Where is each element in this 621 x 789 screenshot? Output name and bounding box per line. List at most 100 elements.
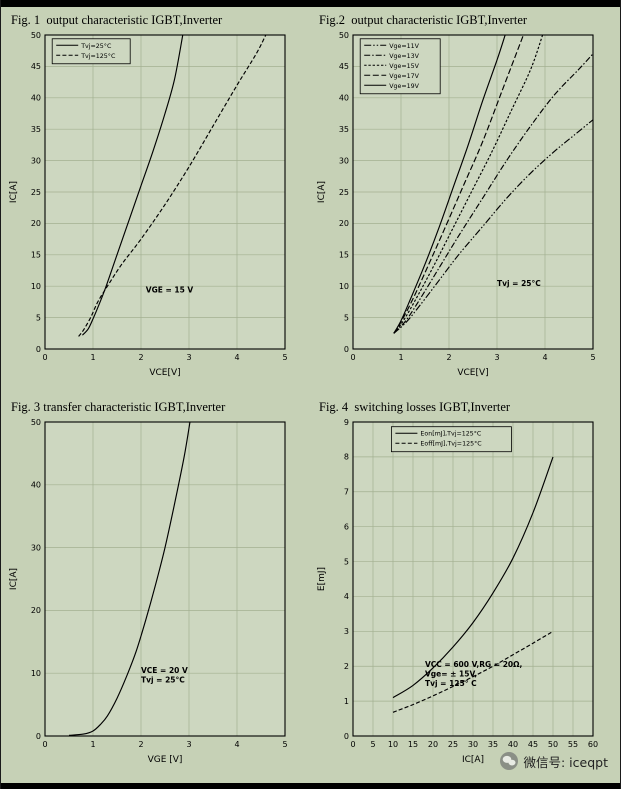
svg-text:Eoff[mJ],Tvj=125°C: Eoff[mJ],Tvj=125°C	[420, 440, 482, 448]
figure-4-title: Fig. 4 switching losses IGBT,Inverter	[319, 400, 511, 414]
svg-text:2: 2	[138, 740, 143, 749]
svg-text:Vge=19V: Vge=19V	[389, 83, 419, 90]
svg-text:50: 50	[31, 31, 41, 40]
svg-text:Tvj=25°C: Tvj=25°C	[80, 42, 112, 50]
svg-text:50: 50	[31, 418, 41, 427]
svg-text:5: 5	[590, 353, 595, 362]
svg-text:7: 7	[344, 488, 349, 497]
figure-2-title: Fig.2 output characteristic IGBT,Inverte…	[319, 13, 528, 27]
svg-text:Eon[mJ],Tvj=125°C: Eon[mJ],Tvj=125°C	[420, 430, 481, 438]
svg-text:4: 4	[234, 740, 239, 749]
svg-text:40: 40	[31, 481, 41, 490]
svg-text:4: 4	[542, 353, 547, 362]
svg-text:VGE [V]: VGE [V]	[148, 755, 183, 765]
svg-text:VCE[V]: VCE[V]	[457, 368, 488, 378]
svg-text:0: 0	[344, 732, 349, 741]
svg-text:30: 30	[31, 156, 41, 165]
svg-text:15: 15	[31, 251, 41, 260]
svg-text:15: 15	[408, 740, 418, 749]
figure-4: Fig. 4 switching losses IGBT,Inverter 0 5…	[313, 400, 613, 776]
svg-text:IC[A]: IC[A]	[462, 755, 484, 765]
svg-text:50: 50	[339, 31, 349, 40]
svg-text:3: 3	[186, 353, 191, 362]
svg-text:6: 6	[344, 522, 349, 531]
svg-text:Tvj = 25°C: Tvj = 25°C	[497, 279, 541, 288]
svg-text:3: 3	[494, 353, 499, 362]
svg-text:4: 4	[234, 353, 239, 362]
svg-text:20: 20	[339, 219, 349, 228]
svg-text:25: 25	[448, 740, 458, 749]
svg-text:8: 8	[344, 453, 349, 462]
svg-text:60: 60	[588, 740, 598, 749]
svg-text:4: 4	[344, 592, 349, 601]
svg-text:30: 30	[31, 543, 41, 552]
svg-text:2: 2	[446, 353, 451, 362]
svg-text:10: 10	[31, 282, 41, 291]
svg-text:Vge=13V: Vge=13V	[389, 53, 419, 60]
svg-text:0: 0	[42, 740, 47, 749]
svg-text:1: 1	[398, 353, 403, 362]
svg-text:30: 30	[468, 740, 478, 749]
figure-1: Fig. 1 output characteristic IGBT,Invert…	[5, 13, 305, 389]
svg-text:9: 9	[344, 418, 349, 427]
svg-text:35: 35	[488, 740, 498, 749]
svg-text:VCE = 20 V: VCE = 20 V	[141, 666, 188, 675]
svg-text:Vge=15V: Vge=15V	[389, 63, 419, 70]
svg-text:25: 25	[31, 188, 41, 197]
svg-text:2: 2	[138, 353, 143, 362]
svg-text:5: 5	[344, 313, 349, 322]
svg-text:0: 0	[350, 740, 355, 749]
svg-text:35: 35	[31, 125, 41, 134]
svg-text:Vge= ± 15V,: Vge= ± 15V,	[425, 669, 477, 678]
svg-text:40: 40	[339, 94, 349, 103]
svg-text:45: 45	[31, 62, 41, 71]
svg-text:45: 45	[528, 740, 538, 749]
figure-2-chart: 0 1 2 3 4 505101520253035404550VCE[V]IC[A]Vge…	[317, 31, 596, 378]
svg-text:0: 0	[42, 353, 47, 362]
svg-text:IC[A]: IC[A]	[9, 181, 19, 203]
bottom-border-bar	[1, 783, 620, 789]
svg-text:40: 40	[31, 94, 41, 103]
svg-text:35: 35	[339, 125, 349, 134]
svg-text:Vge=17V: Vge=17V	[389, 73, 419, 80]
svg-text:20: 20	[428, 740, 438, 749]
figure-3: Fig. 3 transfer characteristic IGBT,Inve…	[5, 400, 305, 776]
svg-text:VCC = 600 V,RG = 20Ω,: VCC = 600 V,RG = 20Ω,	[425, 660, 523, 669]
svg-text:20: 20	[31, 219, 41, 228]
svg-text:10: 10	[339, 282, 349, 291]
svg-text:1: 1	[344, 697, 349, 706]
wechat-icon	[499, 752, 518, 770]
svg-text:5: 5	[282, 740, 287, 749]
svg-text:15: 15	[339, 251, 349, 260]
watermark-text: 微信号: iceqpt	[523, 754, 609, 770]
svg-text:5: 5	[282, 353, 287, 362]
svg-text:0: 0	[344, 345, 349, 354]
figure-3-title: Fig. 3 transfer characteristic IGBT,Inve…	[11, 400, 226, 414]
svg-text:25: 25	[339, 188, 349, 197]
watermark: 微信号: iceqpt	[499, 751, 609, 771]
svg-text:0: 0	[36, 345, 41, 354]
svg-text:VCE[V]: VCE[V]	[149, 368, 180, 378]
svg-text:3: 3	[186, 740, 191, 749]
svg-text:1: 1	[90, 740, 95, 749]
svg-text:2: 2	[344, 662, 349, 671]
figure-4-chart: 0 5 10 15 20 25 30 35 40 45 50 55 600123456789IC[A]E…	[317, 418, 598, 765]
svg-text:E[mJ]: E[mJ]	[317, 567, 327, 591]
svg-text:50: 50	[548, 740, 558, 749]
svg-text:IC[A]: IC[A]	[9, 568, 19, 590]
svg-text:Tvj = 125° C: Tvj = 125° C	[425, 679, 477, 688]
svg-text:Vge=11V: Vge=11V	[389, 43, 419, 50]
svg-text:3: 3	[344, 627, 349, 636]
svg-text:30: 30	[339, 156, 349, 165]
svg-text:Tvj=125°C: Tvj=125°C	[80, 52, 116, 60]
svg-text:5: 5	[344, 557, 349, 566]
svg-text:VGE = 15 V: VGE = 15 V	[146, 285, 194, 294]
svg-text:45: 45	[339, 62, 349, 71]
figure-1-chart: 0 1 2 3 4 505101520253035404550VCE[V]IC[A]Tvj…	[9, 31, 288, 378]
svg-text:0: 0	[36, 732, 41, 741]
svg-text:5: 5	[370, 740, 375, 749]
svg-text:10: 10	[388, 740, 398, 749]
svg-text:55: 55	[568, 740, 578, 749]
